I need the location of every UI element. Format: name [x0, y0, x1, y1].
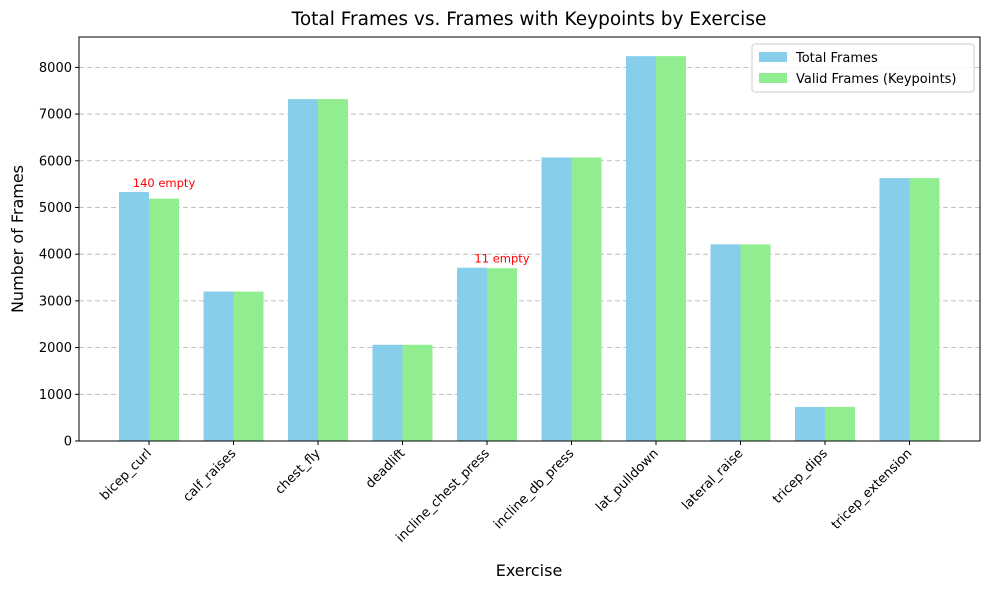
y-tick-label: 0 — [64, 435, 72, 450]
bar-lat_pulldown-valid — [656, 56, 686, 441]
legend-label: Total Frames — [795, 51, 878, 66]
bar-bicep_curl-total — [119, 192, 149, 441]
annotation-bicep_curl: 140 empty — [133, 176, 196, 190]
bar-incline_db_press-total — [541, 157, 572, 441]
bar-lateral_raise-valid — [740, 244, 771, 441]
x-tick-label: lat_pulldown — [593, 446, 662, 515]
bar-chest_fly-total — [288, 99, 318, 441]
bar-calf_raises-total — [203, 291, 234, 441]
y-tick-label: 4000 — [39, 248, 72, 263]
legend-box — [751, 43, 975, 93]
y-axis-title: Number of Frames — [8, 165, 27, 313]
y-tick-label: 6000 — [39, 154, 72, 169]
bar-incline_chest_press-valid — [487, 268, 517, 441]
x-tick-label: tricep_extension — [829, 446, 915, 532]
bar-deadlift-valid — [402, 344, 433, 441]
x-tick-label: lateral_raise — [679, 446, 746, 513]
plot-frame — [78, 36, 981, 442]
x-axis-title: Exercise — [496, 561, 563, 580]
y-tick-label: 3000 — [39, 294, 72, 309]
y-tick-label: 2000 — [39, 341, 72, 356]
gridlines — [79, 66, 980, 395]
annotation-incline_chest_press: 11 empty — [474, 252, 529, 266]
legend: Total Frames Valid Frames (Keypoints) — [751, 43, 975, 93]
bar-calf_raises-valid — [233, 291, 264, 441]
bar-chest_fly-valid — [318, 99, 348, 441]
y-axis: 0 1000 2000 3000 4000 5000 6000 7000 8000 — [39, 61, 79, 450]
x-tick-label: bicep_curl — [97, 446, 154, 503]
annotations: 140 empty 11 empty — [133, 176, 530, 266]
bar-tricep_extension-total — [879, 178, 910, 441]
bar-incline_db_press-valid — [571, 157, 602, 441]
bar-tricep_dips-total — [795, 406, 825, 441]
bar-deadlift-total — [372, 344, 403, 441]
bars — [119, 56, 940, 441]
legend-swatch — [759, 52, 787, 62]
bar-bicep_curl-valid — [149, 198, 179, 441]
x-tick-label: tricep_dips — [770, 446, 831, 507]
x-tick-label: incline_db_press — [491, 446, 577, 532]
y-tick-label: 1000 — [39, 388, 72, 403]
y-tick-label: 7000 — [39, 108, 72, 123]
bar-tricep_dips-valid — [825, 406, 855, 441]
chart-title: Total Frames vs. Frames with Keypoints b… — [291, 9, 767, 30]
y-tick-label: 8000 — [39, 61, 72, 76]
x-tick-label: deadlift — [363, 446, 408, 491]
bar-tricep_extension-valid — [909, 178, 940, 441]
x-tick-label: incline_chest_press — [393, 446, 493, 546]
legend-label: Valid Frames (Keypoints) — [796, 72, 957, 87]
bar-incline_chest_press-total — [457, 267, 487, 441]
x-axis: bicep_curl calf_raises chest_fly deadliftin… — [97, 441, 915, 546]
x-tick-label: chest_fly — [272, 446, 324, 498]
legend-swatch — [759, 73, 787, 83]
y-tick-label: 5000 — [39, 201, 72, 216]
bar-lateral_raise-total — [710, 244, 741, 441]
bar-lat_pulldown-total — [626, 56, 656, 441]
x-tick-label: calf_raises — [180, 446, 239, 505]
